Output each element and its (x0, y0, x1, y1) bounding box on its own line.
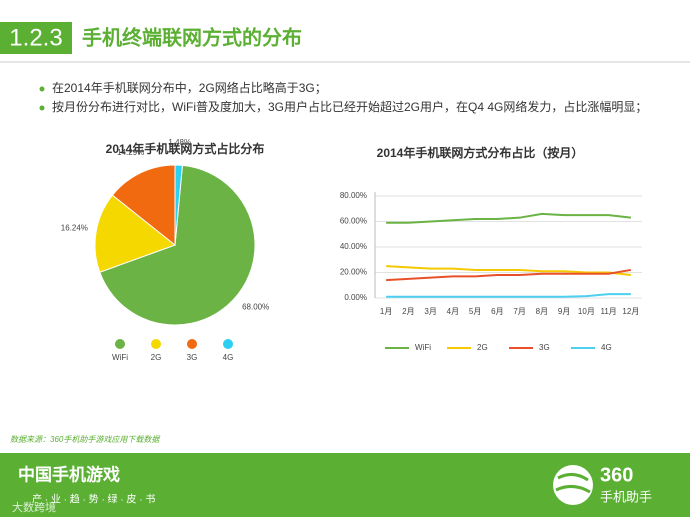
legend-label: 2G (151, 353, 162, 362)
footer-title: 中国手机游戏 (18, 464, 120, 484)
y-tick-label: 40.00% (340, 242, 367, 251)
bullet-dot (39, 105, 45, 111)
y-tick-label: 60.00% (340, 217, 367, 226)
bullet: 在2014年手机联网分布中，2G网络占比略高于3G； (52, 80, 327, 95)
legend-label: WiFi (112, 353, 128, 362)
x-tick-label: 10月 (578, 307, 595, 316)
header-number: 1.2.3 (9, 24, 62, 51)
x-tick-label: 8月 (536, 307, 548, 316)
legend-label: 4G (601, 343, 612, 352)
x-tick-label: 1月 (380, 307, 392, 316)
series-line (386, 265, 631, 277)
legend-label: 3G (187, 353, 198, 362)
bullet-dot (39, 86, 45, 92)
pie-slice (111, 164, 176, 247)
pie-slice (99, 164, 256, 326)
x-tick-label: 5月 (469, 307, 481, 316)
legend-swatch (223, 339, 233, 349)
header-title: 手机终端联网方式的分布 (82, 25, 302, 49)
watermark: 大数跨境 (12, 500, 56, 514)
x-tick-label: 11月 (600, 307, 616, 316)
chart-title: 2014年手机联网方式占比分布 (106, 141, 265, 156)
legend-label: 4G (223, 353, 234, 362)
source: 数据来源：360手机助手游戏应用下载数据 (10, 435, 160, 444)
y-tick-label: 0.00% (344, 293, 367, 302)
pie-slice (94, 194, 177, 273)
series-line (386, 268, 632, 282)
logo-stripes (555, 473, 591, 494)
bullet: 按月份分布进行对比，WiFi普及度加大，3G用户占比已经开始超过2G用户，在Q4… (52, 99, 647, 114)
logo-text: 360 (600, 464, 633, 486)
y-tick-label: 20.00% (340, 268, 367, 277)
data-label: 16.24% (61, 224, 88, 233)
legend-swatch (187, 339, 197, 349)
series-line (386, 293, 631, 298)
x-tick-label: 12月 (622, 307, 639, 316)
data-label: 1.48% (168, 138, 191, 147)
y-tick-label: 80.00% (340, 191, 367, 200)
legend-label: 3G (539, 343, 550, 352)
x-tick-label: 7月 (513, 307, 525, 316)
pie-slice (174, 164, 183, 246)
legend-label: 2G (477, 343, 488, 352)
header-badge (0, 22, 72, 54)
x-tick-label: 3月 (424, 307, 436, 316)
series-line (386, 212, 631, 224)
legend-swatch (151, 339, 161, 349)
x-tick-label: 2月 (402, 307, 414, 316)
legend-swatch (115, 339, 125, 349)
chart-title: 2014年手机联网方式分布占比（按月） (377, 145, 584, 160)
data-label: 14.29% (117, 148, 144, 157)
data-label: 68.00% (242, 303, 269, 312)
legend-label: WiFi (415, 343, 431, 352)
footer-subtitle: 产 · 业 · 趋 · 势 · 绿 · 皮 · 书 (32, 493, 155, 506)
x-tick-label: 6月 (491, 307, 503, 316)
logo-sub: 手机助手 (600, 489, 652, 504)
x-tick-label: 9月 (558, 307, 570, 316)
x-tick-label: 4月 (447, 307, 459, 316)
